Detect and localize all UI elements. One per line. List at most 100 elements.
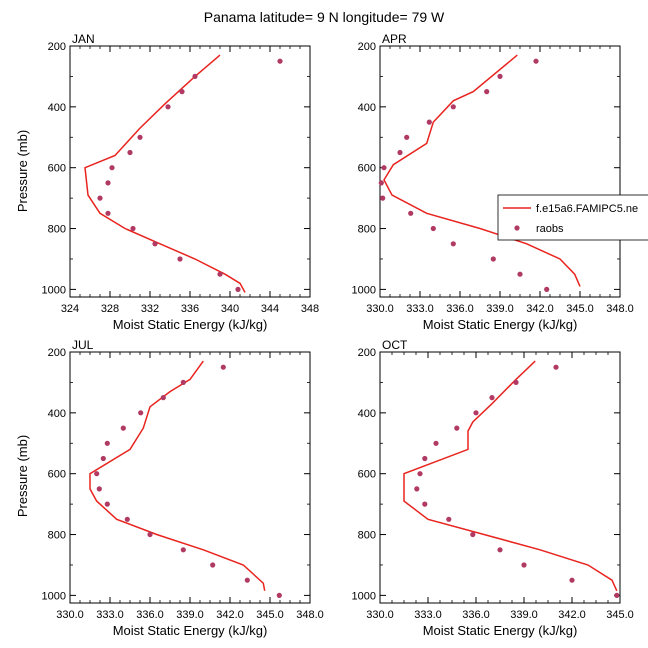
raobs-point xyxy=(408,210,414,216)
raobs-point xyxy=(450,104,456,110)
raobs-point xyxy=(104,440,110,446)
xtick-label: 333.0 xyxy=(406,303,434,315)
xtick-label: 328 xyxy=(101,303,119,315)
ytick-label: 200 xyxy=(358,347,376,359)
legend: f.e15a6.FAMIPC5.ne raobs xyxy=(497,194,648,241)
panels: JAN 324 328 332 336 340 344 348 200 400 600 800 1000… xyxy=(42,32,634,638)
raobs-point xyxy=(244,577,250,583)
panel-title-jul: JUL xyxy=(72,338,94,352)
raobs-point xyxy=(138,410,144,416)
raobs-point xyxy=(454,425,460,431)
raobs-point xyxy=(484,89,490,95)
panel-jul: JUL 330.0 333.0 336.0 339.0 342.0 345.0 348.0 20… xyxy=(42,338,324,638)
raobs-point xyxy=(192,73,198,79)
raobs-point xyxy=(450,241,456,247)
panel-apr: APR 330.0 333.0 336.0 339.0 342.0 345.0 348.0 20… xyxy=(352,32,634,332)
ytick-label: 400 xyxy=(48,408,66,420)
raobs-point xyxy=(497,547,503,553)
raobs-point xyxy=(521,562,527,568)
ytick-label: 800 xyxy=(358,224,376,236)
plot-frame-apr xyxy=(379,45,621,298)
series-model-line-jan xyxy=(84,54,246,293)
series-model-line-jul xyxy=(89,360,266,591)
raobs-point xyxy=(446,516,452,522)
ytick-label: 600 xyxy=(358,163,376,175)
ytick-label: 600 xyxy=(48,469,66,481)
ytick-label: 200 xyxy=(48,347,66,359)
raobs-point xyxy=(553,364,559,370)
raobs-point xyxy=(433,440,439,446)
raobs-point xyxy=(414,486,420,492)
xtick-label: 345.0 xyxy=(566,303,594,315)
raobs-point xyxy=(380,195,386,201)
xtick-label: 342.0 xyxy=(216,609,244,621)
raobs-point xyxy=(109,165,115,171)
raobs-point xyxy=(105,210,111,216)
raobs-point xyxy=(152,241,158,247)
xtick-label: 345.0 xyxy=(606,609,634,621)
raobs-point xyxy=(97,195,103,201)
raobs-point xyxy=(137,134,143,140)
xtick-label: 340 xyxy=(221,303,239,315)
raobs-point xyxy=(378,180,384,186)
raobs-point xyxy=(165,104,171,110)
panel-oct: OCT 330.0 333.0 336.0 339.0 342.0 345.0 200 400 6… xyxy=(352,338,634,638)
raobs-point xyxy=(417,471,423,477)
raobs-point xyxy=(397,149,403,156)
legend-model-label: f.e15a6.FAMIPC5.ne xyxy=(536,203,638,215)
raobs-point xyxy=(210,562,216,568)
raobs-point xyxy=(127,149,133,156)
xtick-label: 324 xyxy=(61,303,79,315)
raobs-point xyxy=(147,531,153,538)
raobs-point xyxy=(544,286,550,292)
figure-title: Panama latitude= 9 N longitude= 79 W xyxy=(204,9,445,25)
panel-title-jan: JAN xyxy=(72,32,95,46)
xlabel-jul: Moist Static Energy (kJ/kg) xyxy=(113,623,268,638)
raobs-point xyxy=(104,501,110,507)
ylabel-top: Pressure (mb) xyxy=(15,130,30,212)
xtick-label: 336.0 xyxy=(446,303,474,315)
raobs-point xyxy=(96,486,102,492)
ytick-label: 600 xyxy=(48,163,66,175)
raobs-point xyxy=(517,271,523,277)
raobs-point xyxy=(276,592,282,599)
xlabel-apr: Moist Static Energy (kJ/kg) xyxy=(423,317,578,332)
xtick-label: 336.0 xyxy=(136,609,164,621)
raobs-point xyxy=(180,379,186,385)
raobs-point xyxy=(490,256,496,262)
raobs-point xyxy=(100,455,106,462)
raobs-point xyxy=(105,180,111,186)
raobs-point xyxy=(513,379,519,385)
ytick-label: 1000 xyxy=(42,284,66,296)
raobs-point xyxy=(614,592,620,599)
panel-jan: JAN 324 328 332 336 340 344 348 200 400 600 800 1000… xyxy=(42,32,320,332)
raobs-point xyxy=(235,286,241,292)
xtick-label: 332 xyxy=(141,303,159,315)
ylabel-bottom: Pressure (mb) xyxy=(15,435,30,517)
xtick-label: 339.0 xyxy=(486,303,514,315)
xlabel-jan: Moist Static Energy (kJ/kg) xyxy=(113,317,268,332)
xtick-label: 342.0 xyxy=(558,609,586,621)
xtick-label: 348.0 xyxy=(606,303,634,315)
panel-title-apr: APR xyxy=(382,32,407,46)
raobs-point xyxy=(130,225,136,232)
raobs-point xyxy=(422,455,428,462)
raobs-point xyxy=(160,395,166,401)
xtick-label: 330.0 xyxy=(366,303,394,315)
ytick-label: 400 xyxy=(358,102,376,114)
ytick-label: 800 xyxy=(48,224,66,236)
series-model-line-oct xyxy=(403,360,618,592)
raobs-point xyxy=(179,89,185,95)
xtick-label: 339.0 xyxy=(510,609,538,621)
xtick-label: 344 xyxy=(261,303,279,315)
series-model-line-apr xyxy=(383,54,581,287)
raobs-point xyxy=(120,425,126,431)
ytick-label: 1000 xyxy=(352,284,376,296)
ytick-label: 600 xyxy=(358,469,376,481)
xtick-label: 330.0 xyxy=(366,609,394,621)
raobs-point xyxy=(180,547,186,553)
legend-obs-label: raobs xyxy=(536,223,564,235)
xtick-label: 333.0 xyxy=(414,609,442,621)
xtick-label: 336 xyxy=(181,303,199,315)
